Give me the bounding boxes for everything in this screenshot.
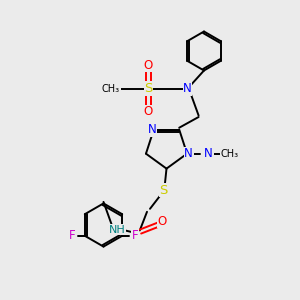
Text: O: O: [158, 215, 167, 228]
Text: NH: NH: [109, 225, 125, 235]
Text: N: N: [184, 147, 193, 160]
Text: F: F: [69, 229, 75, 242]
Text: S: S: [144, 82, 153, 95]
Text: S: S: [159, 184, 168, 197]
Text: O: O: [144, 105, 153, 118]
Text: CH₃: CH₃: [220, 149, 239, 159]
Text: N: N: [204, 147, 213, 160]
Text: N: N: [148, 123, 157, 136]
Text: O: O: [144, 59, 153, 72]
Text: CH₃: CH₃: [102, 83, 120, 94]
Text: N: N: [183, 82, 192, 95]
Text: F: F: [132, 229, 138, 242]
